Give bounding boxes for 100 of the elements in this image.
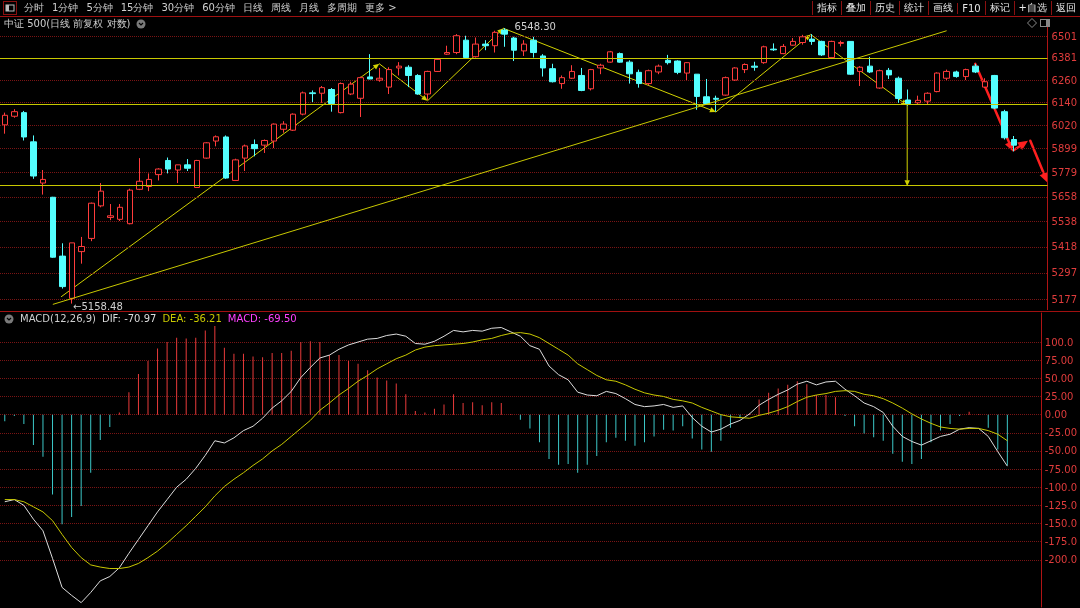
candlestick xyxy=(396,61,402,76)
candlestick xyxy=(607,50,613,64)
candlestick xyxy=(991,74,998,110)
candlestick xyxy=(953,70,959,79)
candlestick xyxy=(40,169,46,196)
candlestick xyxy=(213,134,219,147)
y-tick-label: -150.0 xyxy=(1044,518,1078,530)
candlestick xyxy=(165,157,171,174)
candlestick xyxy=(194,159,200,188)
candlestick xyxy=(761,45,767,65)
y-tick-label: 6140 xyxy=(1051,96,1077,108)
candlestick xyxy=(492,30,498,54)
candlestick xyxy=(319,85,325,104)
y-tick-label: 5177 xyxy=(1051,293,1077,305)
text: 30分钟 xyxy=(160,1,196,15)
candlestick xyxy=(367,53,373,80)
text: 画线 xyxy=(928,1,958,15)
y-tick-label: -200.0 xyxy=(1044,554,1078,566)
text: 标记 xyxy=(984,1,1014,15)
candlestick xyxy=(482,39,489,51)
candlestick xyxy=(569,64,575,80)
candlestick xyxy=(127,188,133,225)
text: 日线 xyxy=(241,1,264,15)
candlestick xyxy=(117,203,123,222)
candlestick xyxy=(453,33,460,55)
candlestick xyxy=(732,66,738,82)
y-tick-label: 6381 xyxy=(1051,52,1077,64)
y-tick-label: 5538 xyxy=(1051,216,1077,228)
y-tick-label: -75.00 xyxy=(1044,463,1078,475)
candlestick xyxy=(924,91,931,105)
candlestick xyxy=(867,56,873,74)
candlestick xyxy=(348,81,354,96)
text: DIF: -70.97 xyxy=(101,313,157,324)
candlestick xyxy=(790,37,796,47)
candlestick xyxy=(511,36,517,62)
candlestick xyxy=(559,74,565,90)
candlestick xyxy=(751,61,758,72)
text: F10 xyxy=(957,2,985,14)
candlestick xyxy=(69,242,75,305)
candlestick xyxy=(636,69,642,89)
candlestick xyxy=(30,134,37,180)
candlestick xyxy=(146,172,152,192)
candlestick xyxy=(271,122,277,149)
candlestick xyxy=(376,67,383,83)
y-tick-label: 5418 xyxy=(1051,241,1077,253)
candlestick xyxy=(684,61,690,81)
candlestick xyxy=(434,57,441,73)
candlestick xyxy=(799,34,806,46)
candlestick xyxy=(405,64,412,88)
candlestick xyxy=(934,71,940,93)
chart-title: 中证 500(日线 前复权 对数) xyxy=(4,17,131,31)
candlestick xyxy=(847,40,854,76)
y-tick-label: 50.00 xyxy=(1044,372,1074,384)
candlestick xyxy=(184,158,191,172)
candlestick xyxy=(328,87,335,113)
text: 指标 xyxy=(812,1,842,15)
candlestick xyxy=(895,76,902,104)
candlestick xyxy=(261,139,268,154)
candlestick xyxy=(828,40,835,59)
candlestick xyxy=(107,203,114,221)
candlestick xyxy=(309,89,316,103)
candlestick xyxy=(232,158,239,181)
candlestick xyxy=(501,27,508,48)
candlestick xyxy=(626,59,633,85)
text: 多周期 xyxy=(325,1,358,15)
candlestick xyxy=(444,45,450,56)
text: +自选 xyxy=(1013,1,1051,15)
candlestick xyxy=(963,68,969,81)
candlestick xyxy=(203,141,210,160)
candlestick xyxy=(521,39,527,57)
y-tick-label: -50.00 xyxy=(1044,445,1078,457)
annotation: 6548.30 xyxy=(514,21,556,33)
y-tick-label: 0.00 xyxy=(1044,409,1068,421)
candlestick xyxy=(280,120,287,134)
candlestick xyxy=(11,108,18,119)
y-tick-label: -100.0 xyxy=(1044,481,1078,493)
candlestick xyxy=(905,89,911,107)
text: 返回 xyxy=(1051,1,1080,15)
candlestick xyxy=(915,95,921,105)
candlestick xyxy=(655,63,662,75)
y-tick-label: -125.0 xyxy=(1044,499,1078,511)
y-tick-label: -175.0 xyxy=(1044,536,1078,548)
candlestick xyxy=(645,69,652,86)
candlestick xyxy=(857,65,863,87)
candlestick xyxy=(21,110,27,141)
candlestick xyxy=(50,196,56,259)
candlestick xyxy=(943,69,950,81)
candlestick xyxy=(972,63,979,74)
candlestick xyxy=(674,59,681,75)
text: 统计 xyxy=(899,1,929,15)
candlestick xyxy=(2,112,8,135)
candlestick xyxy=(780,43,786,55)
candlestick xyxy=(809,33,815,46)
candlestick xyxy=(818,40,825,57)
candlestick xyxy=(876,69,883,90)
text: 5分钟 xyxy=(85,1,114,15)
text: 60分钟 xyxy=(201,1,236,15)
candlestick xyxy=(713,95,719,113)
y-tick-label: -25.00 xyxy=(1044,427,1078,439)
text: 更多 > xyxy=(363,1,398,15)
